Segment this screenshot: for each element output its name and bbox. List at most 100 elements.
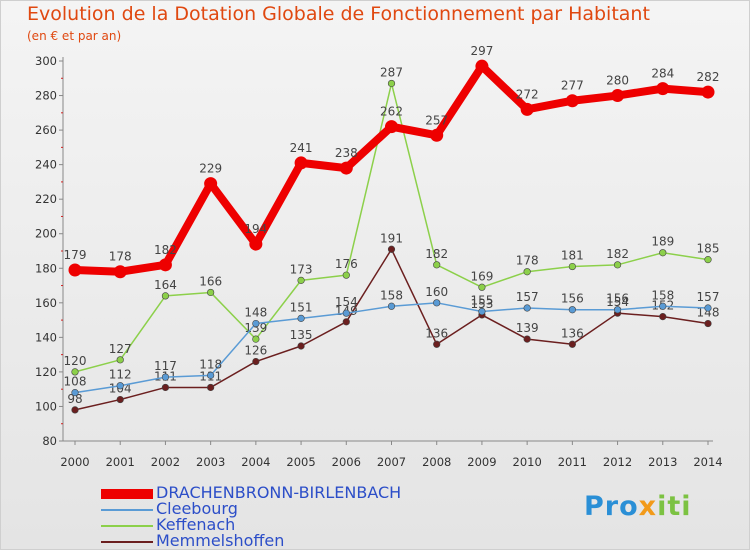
data-point <box>568 262 576 271</box>
data-point <box>297 314 305 322</box>
data-label: 158 <box>380 288 403 302</box>
data-label: 179 <box>64 248 87 262</box>
legend-label-cleebourg: Cleebourg <box>156 499 238 518</box>
x-tick-label: 2011 <box>558 455 587 469</box>
data-label: 229 <box>199 162 222 176</box>
data-point <box>387 302 396 310</box>
legend-label-drachenbronn: DRACHENBRONN-BIRLENBACH <box>156 483 402 502</box>
data-point <box>433 261 441 269</box>
data-label: 173 <box>290 262 313 276</box>
data-point <box>704 304 712 312</box>
data-point <box>568 340 576 348</box>
proxiti-logo[interactable]: Proxiti <box>584 491 692 522</box>
data-label: 282 <box>697 70 720 84</box>
data-label: 158 <box>651 288 674 302</box>
data-point <box>433 299 441 307</box>
data-point <box>613 261 622 269</box>
data-point <box>387 79 396 88</box>
data-label: 257 <box>425 113 448 127</box>
data-point <box>704 256 712 264</box>
data-label: 287 <box>380 65 403 79</box>
chart-title: Evolution de la Dotation Globale de Fonc… <box>27 3 650 25</box>
data-label: 182 <box>606 247 629 261</box>
data-label: 241 <box>290 141 313 155</box>
data-label: 166 <box>199 274 222 288</box>
x-tick-label: 2000 <box>60 455 89 469</box>
data-point <box>478 307 486 316</box>
data-point <box>523 268 531 276</box>
data-label: 118 <box>199 357 222 371</box>
y-tick-label: 180 <box>35 261 57 275</box>
data-label: 156 <box>561 292 584 306</box>
data-label: 156 <box>606 292 629 306</box>
y-tick-label: 160 <box>35 296 57 310</box>
data-point <box>252 357 260 366</box>
x-tick-label: 2013 <box>648 455 677 469</box>
data-label: 139 <box>516 321 539 335</box>
data-label: 176 <box>335 257 358 271</box>
data-label: 191 <box>380 231 403 245</box>
y-tick-label: 100 <box>35 399 57 413</box>
data-label: 182 <box>154 243 177 257</box>
data-label: 98 <box>67 392 82 406</box>
data-point <box>161 373 170 381</box>
data-point <box>68 263 82 277</box>
data-point <box>430 128 444 142</box>
data-label: 178 <box>109 250 132 264</box>
data-point <box>71 368 79 376</box>
data-point <box>659 249 667 257</box>
data-label: 169 <box>470 269 493 283</box>
y-tick-label: 80 <box>42 434 57 448</box>
data-point <box>656 82 670 96</box>
legend-label-memmelshoffen: Memmelshoffen <box>156 531 285 550</box>
data-label: 151 <box>290 300 313 314</box>
y-tick-label: 240 <box>35 158 57 172</box>
data-label: 148 <box>244 306 267 320</box>
data-point <box>568 306 576 314</box>
data-label: 297 <box>470 44 493 58</box>
data-label: 136 <box>561 326 584 340</box>
data-label: 277 <box>561 79 584 93</box>
data-point <box>613 306 622 314</box>
data-label: 185 <box>697 242 720 256</box>
data-point <box>249 237 263 251</box>
data-label: 181 <box>561 249 584 263</box>
y-tick-label: 280 <box>35 89 57 103</box>
data-point <box>71 406 79 414</box>
data-point <box>161 292 170 300</box>
data-label: 194 <box>244 222 267 236</box>
data-point <box>342 318 350 326</box>
data-point <box>161 383 170 392</box>
data-label: 136 <box>425 326 448 340</box>
data-point <box>113 265 127 279</box>
data-label: 284 <box>651 67 674 81</box>
data-point <box>158 258 172 272</box>
x-tick-label: 2005 <box>286 455 315 469</box>
data-label: 280 <box>606 74 629 88</box>
data-label: 155 <box>470 293 493 307</box>
data-label: 182 <box>425 247 448 261</box>
data-label: 262 <box>380 105 403 119</box>
data-point <box>207 371 215 379</box>
y-tick-label: 120 <box>35 365 57 379</box>
data-point <box>659 302 667 310</box>
data-point <box>478 283 486 291</box>
data-point <box>520 102 534 116</box>
data-point <box>116 395 124 404</box>
data-label: 117 <box>154 359 177 373</box>
data-label: 127 <box>109 342 132 356</box>
data-label: 157 <box>697 290 720 304</box>
x-tick-label: 2008 <box>422 455 451 469</box>
data-point <box>385 120 398 134</box>
data-point <box>294 156 308 170</box>
data-point <box>611 89 625 103</box>
data-point <box>71 389 79 397</box>
data-point <box>116 356 124 364</box>
data-point <box>204 177 218 191</box>
data-label: 238 <box>335 146 358 160</box>
x-tick-label: 2007 <box>377 455 406 469</box>
data-label: 189 <box>651 235 674 249</box>
data-point <box>475 59 489 73</box>
data-point <box>659 313 667 321</box>
